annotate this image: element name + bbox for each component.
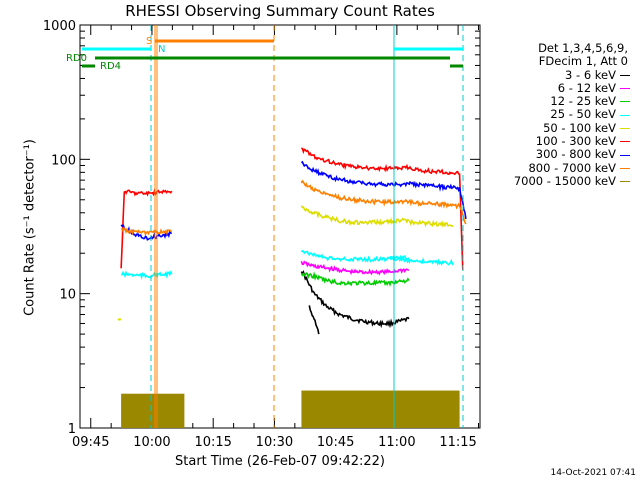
- series-line-300-800: [300, 160, 410, 188]
- legend-entry-label: 7000 - 15000 keV: [513, 173, 616, 188]
- annotation-label-rd4: RD4: [100, 61, 121, 72]
- y-tick-label: 1000: [43, 19, 76, 34]
- series-line-12-25: [300, 271, 410, 287]
- series-line-300-800: [408, 180, 467, 220]
- legend-swatch: [620, 141, 630, 143]
- legend-entry-label: 6 - 12 keV: [557, 80, 616, 95]
- x-axis-label: Start Time (26-Feb-07 09:42:22): [175, 454, 385, 469]
- legend-entry-label: 100 - 300 keV: [535, 134, 616, 149]
- x-tick-label: 11:00: [378, 435, 415, 450]
- legend-entry-label: 50 - 100 keV: [543, 120, 616, 135]
- series-line-50-100: [408, 218, 454, 228]
- series-line-800-7000: [120, 226, 173, 237]
- x-tick-label: 10:45: [317, 435, 354, 450]
- y-axis-label: Count Rate (s⁻¹ detector⁻¹): [22, 139, 38, 316]
- series-line-800-7000: [408, 198, 467, 225]
- legend-entry: 3 - 6 keV: [480, 67, 630, 82]
- legend-swatch: [620, 127, 630, 129]
- series-band-7000-15000: [121, 393, 185, 428]
- legend: Det 1,3,4,5,6,9, FDecim 1, Att 0 3 - 6 k…: [480, 41, 630, 189]
- x-tick-label: 10:00: [133, 435, 170, 450]
- x-tick-label: 09:45: [72, 435, 109, 450]
- legend-entry-label: 300 - 800 keV: [535, 147, 616, 162]
- series-line-100-300: [408, 165, 464, 271]
- chart-title: RHESSI Observing Summary Count Rates: [125, 2, 435, 20]
- series-line-50-100: [300, 205, 410, 227]
- series-line-25-50: [389, 255, 454, 266]
- legend-entry: 100 - 300 keV: [480, 134, 630, 149]
- series-line-50-100: [117, 318, 122, 321]
- legend-entry-label: 12 - 25 keV: [550, 94, 616, 109]
- annotation-label-rd0: RD0: [66, 53, 87, 64]
- series-line-100-300: [301, 147, 410, 173]
- legend-entry-label: 800 - 7000 keV: [528, 160, 616, 175]
- legend-swatch: [620, 74, 630, 76]
- series-line-25-50: [300, 249, 410, 263]
- generated-timestamp: 14-Oct-2021 07:41: [550, 468, 636, 478]
- legend-swatch: [620, 114, 630, 116]
- legend-entry-label: 3 - 6 keV: [565, 67, 616, 82]
- series-line-3-6: [308, 305, 320, 335]
- series-line-800-7000: [300, 179, 410, 207]
- legend-entry: 300 - 800 keV: [480, 148, 630, 161]
- plot-frame: [79, 24, 481, 429]
- annotation-label-s: S: [146, 36, 152, 47]
- legend-header-line-2: FDecim 1, Att 0: [538, 54, 628, 69]
- x-tick-label: 10:30: [256, 435, 293, 450]
- legend-entries: 3 - 6 keV 6 - 12 keV 12 - 25 keV 25 - 50 ke…: [480, 67, 630, 189]
- series-line-3-6: [300, 269, 410, 329]
- legend-entry: 800 - 7000 keV: [480, 160, 630, 175]
- legend-entry: 12 - 25 keV: [480, 94, 630, 109]
- x-tick-label: 10:15: [194, 435, 231, 450]
- series-line-6-12: [300, 260, 409, 276]
- legend-entry: 7000 - 15000 keV: [480, 173, 630, 188]
- legend-swatch: [620, 101, 630, 103]
- legend-swatch: [620, 181, 630, 183]
- legend-entry-label: 25 - 50 keV: [550, 107, 616, 122]
- legend-swatch: [620, 167, 630, 169]
- legend-swatch: [620, 88, 630, 90]
- y-tick-label: 10: [59, 288, 76, 303]
- y-tick-label: 1: [68, 422, 76, 437]
- series-band-7000-15000: [301, 390, 460, 428]
- legend-entry: 50 - 100 keV: [480, 120, 630, 135]
- series-line-100-300: [120, 188, 173, 269]
- legend-entry: 6 - 12 keV: [480, 80, 630, 95]
- annotation-label-n: N: [158, 44, 165, 55]
- x-tick-label: 11:15: [439, 435, 476, 450]
- legend-header-line-1: Det 1,3,4,5,6,9,: [538, 41, 628, 55]
- legend-entry: 25 - 50 keV: [480, 108, 630, 121]
- y-tick-label: 100: [51, 153, 76, 168]
- legend-swatch: [620, 154, 630, 156]
- series-line-25-50: [120, 270, 173, 280]
